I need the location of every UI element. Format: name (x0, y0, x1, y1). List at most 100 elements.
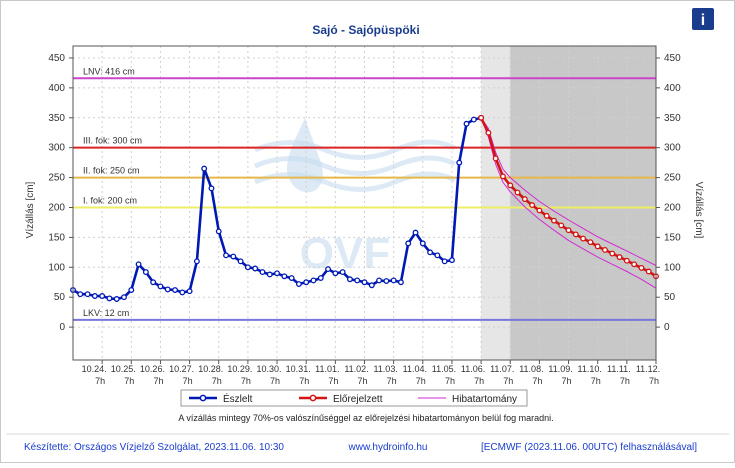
x-tick-hour: 7h (474, 376, 484, 386)
observed-point (354, 277, 361, 284)
observed-point (237, 258, 244, 265)
x-tick-date: 10.25. (111, 364, 136, 374)
observed-point (470, 116, 477, 123)
observed-point (91, 293, 98, 299)
x-tick-hour: 7h (416, 376, 426, 386)
observed-point (193, 258, 200, 265)
forecast-point (580, 235, 587, 242)
x-tick-date: 11.06. (461, 364, 485, 374)
error-band-lower (480, 117, 657, 289)
x-tick-date: 11.02. (344, 364, 368, 374)
x-tick-date: 10.30. (257, 364, 282, 374)
y-tick-label-right: 300 (664, 143, 681, 154)
forecast-shade-far (510, 46, 656, 360)
y-tick-label-right: 100 (664, 262, 681, 273)
observed-point (142, 269, 149, 276)
observed-point (427, 249, 434, 256)
x-tick-date: 10.31. (286, 364, 311, 374)
forecast-point (623, 257, 630, 264)
y-tick-label-right: 350 (664, 113, 681, 124)
x-tick-date: 10.28. (198, 364, 223, 374)
observed-point (223, 252, 229, 259)
x-tick-hour: 7h (183, 376, 193, 386)
info-icon (692, 8, 714, 30)
x-tick-date: 11.08. (519, 364, 543, 374)
observed-point (463, 120, 470, 127)
observed-point (164, 286, 171, 293)
y-tick-label-right: 200 (664, 202, 681, 213)
x-tick-date: 11.01. (315, 364, 339, 374)
y-tick-label-left: 250 (48, 173, 65, 184)
reference-line-label: I. fok: 200 cm (83, 195, 137, 205)
forecast-point (551, 217, 557, 224)
x-tick-date: 11.12. (636, 364, 660, 374)
observed-point (179, 289, 186, 296)
observed-point (259, 269, 266, 276)
observed-point (332, 270, 339, 277)
info-button[interactable]: i (692, 8, 714, 30)
observed-point (412, 229, 419, 236)
observed-point (368, 282, 375, 289)
x-tick-hour: 7h (387, 376, 397, 386)
watermark-wave-icon (254, 139, 457, 160)
observed-point (456, 159, 463, 166)
footer-source: [ECMWF (2023.11.06. 00UTC) felhasználásá… (481, 442, 697, 453)
info-icon-label: i (701, 12, 705, 29)
forecast-point (485, 129, 492, 136)
forecast-point (609, 250, 616, 257)
footer-website-link[interactable]: www.hydroinfo.hu (348, 442, 428, 453)
x-tick-hour: 7h (591, 376, 601, 386)
x-tick-date: 10.26. (140, 364, 165, 374)
observed-point (77, 291, 84, 298)
forecast-point (631, 261, 638, 268)
forecast-point (536, 207, 543, 214)
x-tick-hour: 7h (562, 376, 572, 386)
forecast-point (602, 247, 608, 253)
y-tick-label-left: 200 (48, 202, 65, 213)
observed-point (361, 279, 368, 286)
observed-point (441, 258, 448, 265)
y-tick-label-right: 50 (664, 292, 676, 303)
y-tick-label-left: 400 (48, 83, 65, 94)
range-note: A vízállás mintegy 70%-os valószínűségge… (178, 413, 553, 423)
observed-point (397, 279, 404, 286)
x-tick-hour: 7h (532, 376, 542, 386)
y-tick-label-left: 0 (59, 322, 65, 333)
observed-point (128, 287, 135, 293)
observed-point (281, 273, 288, 280)
reference-line-label: II. fok: 250 cm (83, 166, 140, 176)
x-tick-hour: 7h (445, 376, 455, 386)
x-tick-hour: 7h (620, 376, 630, 386)
x-tick-hour: 7h (503, 376, 513, 386)
observed-point (208, 185, 215, 192)
forecast-point (572, 231, 579, 238)
observed-point (252, 265, 259, 272)
y-tick-label-right: 250 (664, 173, 681, 184)
y-tick-label-left: 450 (48, 53, 65, 64)
observed-point (121, 294, 127, 301)
forecast-point (587, 239, 594, 246)
x-tick-hour: 7h (95, 376, 105, 386)
forecast-point (492, 155, 499, 162)
forecast-point (514, 189, 521, 196)
watermark-wave-icon (254, 155, 457, 176)
forecast-point (616, 254, 623, 261)
y-tick-label-left: 50 (54, 292, 66, 303)
observed-point (317, 275, 324, 282)
x-tick-hour: 7h (299, 376, 309, 386)
observed-point (215, 228, 222, 235)
forecast-point (645, 268, 652, 275)
x-tick-date: 10.24. (82, 364, 107, 374)
watermark-wave-icon (254, 171, 457, 192)
x-tick-date: 11.09. (548, 364, 572, 374)
observed-point (405, 240, 412, 247)
reference-line-label: LKV: 12 cm (83, 308, 129, 318)
observed-point (266, 271, 273, 278)
footer-author: Készítette: Országos Vízjelző Szolgálat,… (24, 442, 284, 453)
legend-box (180, 389, 528, 407)
legend-label-range: Hibatartomány (452, 394, 517, 405)
forecast-point (565, 227, 572, 234)
legend-marker-forecast (309, 394, 317, 402)
